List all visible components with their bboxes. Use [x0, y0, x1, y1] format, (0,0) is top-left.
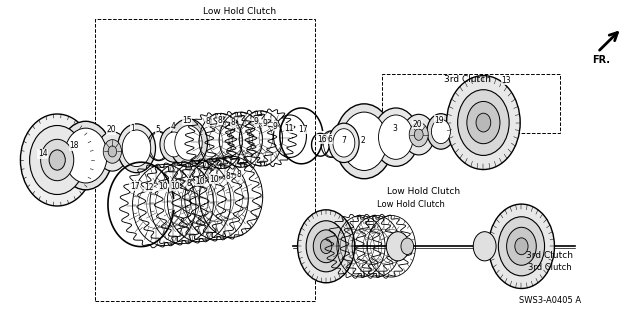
Ellipse shape	[476, 113, 490, 132]
Ellipse shape	[401, 238, 413, 254]
Ellipse shape	[103, 140, 122, 163]
Text: 8: 8	[186, 179, 191, 188]
Text: 6: 6	[327, 135, 333, 144]
Text: 3rd Clutch: 3rd Clutch	[444, 75, 491, 84]
Text: 3rd Clutch: 3rd Clutch	[527, 251, 573, 260]
Ellipse shape	[498, 217, 545, 276]
Ellipse shape	[387, 232, 409, 261]
Ellipse shape	[447, 76, 520, 170]
Ellipse shape	[320, 239, 332, 253]
Ellipse shape	[335, 104, 393, 179]
Ellipse shape	[97, 132, 127, 171]
Ellipse shape	[160, 127, 188, 162]
Text: 7: 7	[341, 135, 347, 145]
Text: 1: 1	[131, 124, 135, 133]
Ellipse shape	[378, 115, 413, 159]
Ellipse shape	[49, 150, 66, 170]
Ellipse shape	[41, 139, 74, 181]
Text: Low Hold Clutch: Low Hold Clutch	[377, 200, 445, 209]
Ellipse shape	[341, 112, 387, 171]
Ellipse shape	[409, 123, 428, 147]
Ellipse shape	[473, 232, 496, 261]
Text: 10: 10	[195, 177, 204, 186]
Ellipse shape	[414, 129, 423, 140]
Text: 9: 9	[263, 119, 268, 128]
Text: 10: 10	[169, 181, 180, 190]
Text: 4: 4	[170, 122, 175, 131]
Ellipse shape	[431, 119, 450, 144]
Text: 13: 13	[501, 76, 511, 84]
Text: 10: 10	[159, 182, 168, 191]
Ellipse shape	[20, 114, 94, 206]
Bar	[96, 19, 315, 301]
Ellipse shape	[59, 121, 112, 190]
Text: 8: 8	[218, 116, 222, 125]
Text: 19: 19	[434, 116, 444, 125]
Text: 3rd Clutch: 3rd Clutch	[528, 263, 572, 272]
Text: 9: 9	[254, 117, 259, 126]
Text: FR.: FR.	[592, 55, 610, 65]
Ellipse shape	[515, 238, 528, 255]
Ellipse shape	[306, 221, 346, 272]
Text: 8: 8	[237, 171, 241, 180]
Ellipse shape	[457, 90, 509, 156]
Bar	[382, 74, 559, 133]
Text: 10: 10	[209, 174, 218, 184]
Ellipse shape	[117, 124, 155, 173]
Ellipse shape	[175, 125, 202, 160]
Text: 14: 14	[38, 149, 47, 158]
Ellipse shape	[329, 123, 359, 163]
Ellipse shape	[373, 108, 419, 166]
Ellipse shape	[403, 114, 434, 155]
Text: 2: 2	[361, 136, 365, 146]
Text: 9: 9	[273, 122, 278, 131]
Text: 16: 16	[317, 135, 327, 144]
Ellipse shape	[506, 227, 536, 265]
Ellipse shape	[164, 132, 183, 157]
Ellipse shape	[297, 210, 355, 283]
Text: 15: 15	[182, 116, 192, 125]
Text: 17: 17	[299, 125, 308, 134]
Text: 17: 17	[130, 181, 140, 190]
Text: 8: 8	[205, 117, 210, 126]
Ellipse shape	[333, 129, 355, 157]
Text: 5: 5	[155, 125, 160, 134]
Text: 20: 20	[413, 120, 422, 129]
Ellipse shape	[108, 146, 117, 157]
Ellipse shape	[64, 128, 107, 183]
Text: 11: 11	[284, 124, 294, 133]
Text: Low Hold Clutch: Low Hold Clutch	[203, 7, 276, 16]
Text: 20: 20	[106, 125, 116, 134]
Text: 12: 12	[145, 183, 154, 192]
Ellipse shape	[29, 125, 85, 195]
Ellipse shape	[122, 130, 151, 167]
Ellipse shape	[467, 101, 500, 144]
Ellipse shape	[489, 204, 554, 288]
Text: 8: 8	[231, 118, 235, 127]
Text: Low Hold Clutch: Low Hold Clutch	[387, 188, 460, 196]
Ellipse shape	[427, 114, 455, 149]
Text: 18: 18	[69, 141, 79, 150]
Text: 8: 8	[225, 172, 230, 181]
Ellipse shape	[169, 119, 208, 167]
Ellipse shape	[313, 230, 339, 263]
Text: SWS3-A0405 A: SWS3-A0405 A	[519, 296, 581, 305]
Text: 3: 3	[392, 124, 397, 133]
